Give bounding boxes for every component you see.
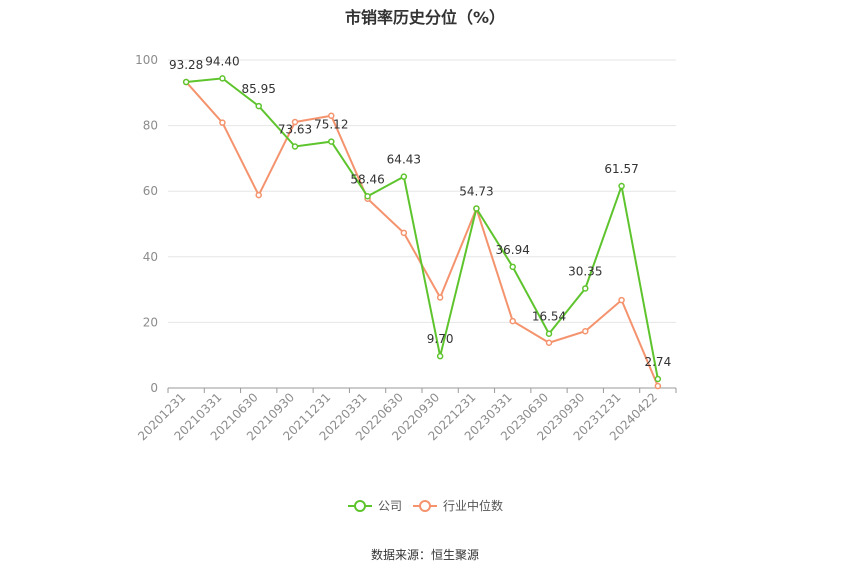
data-label: 93.28: [169, 58, 203, 72]
data-point: [654, 382, 662, 390]
x-axis: 2020123120210331202106302021093020211231…: [135, 387, 677, 443]
chart-title: 市销率历史分位（%）: [344, 8, 506, 27]
legend[interactable]: 公司 行业中位数: [348, 498, 503, 513]
y-tick-label: 20: [143, 315, 158, 329]
data-label: 75.12: [314, 118, 348, 132]
data-point: [654, 375, 662, 383]
legend-swatch-marker: [419, 500, 431, 512]
y-tick-label: 40: [143, 250, 158, 264]
legend-label: 行业中位数: [443, 498, 503, 513]
data-point: [545, 330, 553, 337]
y-tick-label: 0: [150, 381, 158, 395]
data-label: 61.57: [604, 162, 638, 176]
data-point: [328, 112, 335, 120]
data-point: [436, 352, 444, 360]
grid-lines: [168, 59, 676, 323]
data-point: [473, 205, 480, 212]
series-lines: [182, 75, 662, 390]
data-label: 36.94: [496, 243, 530, 257]
data-source: 数据来源：恒生聚源: [370, 548, 479, 562]
data-point: [364, 193, 371, 200]
data-point: [182, 78, 190, 86]
data-label: 2.74: [644, 355, 671, 369]
data-point: [219, 119, 226, 126]
data-label: 73.63: [278, 122, 312, 136]
data-label: 58.46: [350, 172, 384, 186]
data-point: [291, 143, 299, 150]
data-point: [400, 229, 408, 237]
data-point: [255, 102, 262, 110]
legend-label: 公司: [378, 499, 402, 513]
data-label: 30.35: [568, 264, 602, 278]
data-point: [618, 296, 625, 304]
data-point: [582, 328, 589, 335]
data-point: [255, 191, 262, 199]
data-label: 54.73: [459, 184, 493, 198]
series-line: [185, 81, 659, 387]
data-label: 16.54: [532, 310, 566, 324]
data-point: [582, 285, 589, 292]
data-label: 85.95: [242, 82, 276, 96]
y-axis-ticks: 0 20 40 60 80 100: [135, 53, 158, 395]
data-label: 9.70: [427, 332, 454, 346]
data-point: [509, 317, 516, 325]
series-line: [186, 77, 659, 380]
data-point: [545, 339, 553, 346]
data-point: [219, 75, 226, 82]
data-point: [400, 173, 408, 180]
y-tick-label: 60: [143, 184, 158, 198]
legend-swatch-marker: [354, 500, 366, 512]
data-point: [618, 182, 625, 190]
data-point: [509, 263, 516, 271]
data-point: [328, 138, 335, 145]
y-tick-label: 100: [135, 53, 158, 67]
y-tick-label: 80: [143, 119, 158, 133]
data-label: 94.40: [205, 54, 239, 68]
data-point: [436, 294, 444, 301]
data-label: 64.43: [387, 153, 421, 167]
data-point: [291, 118, 299, 126]
